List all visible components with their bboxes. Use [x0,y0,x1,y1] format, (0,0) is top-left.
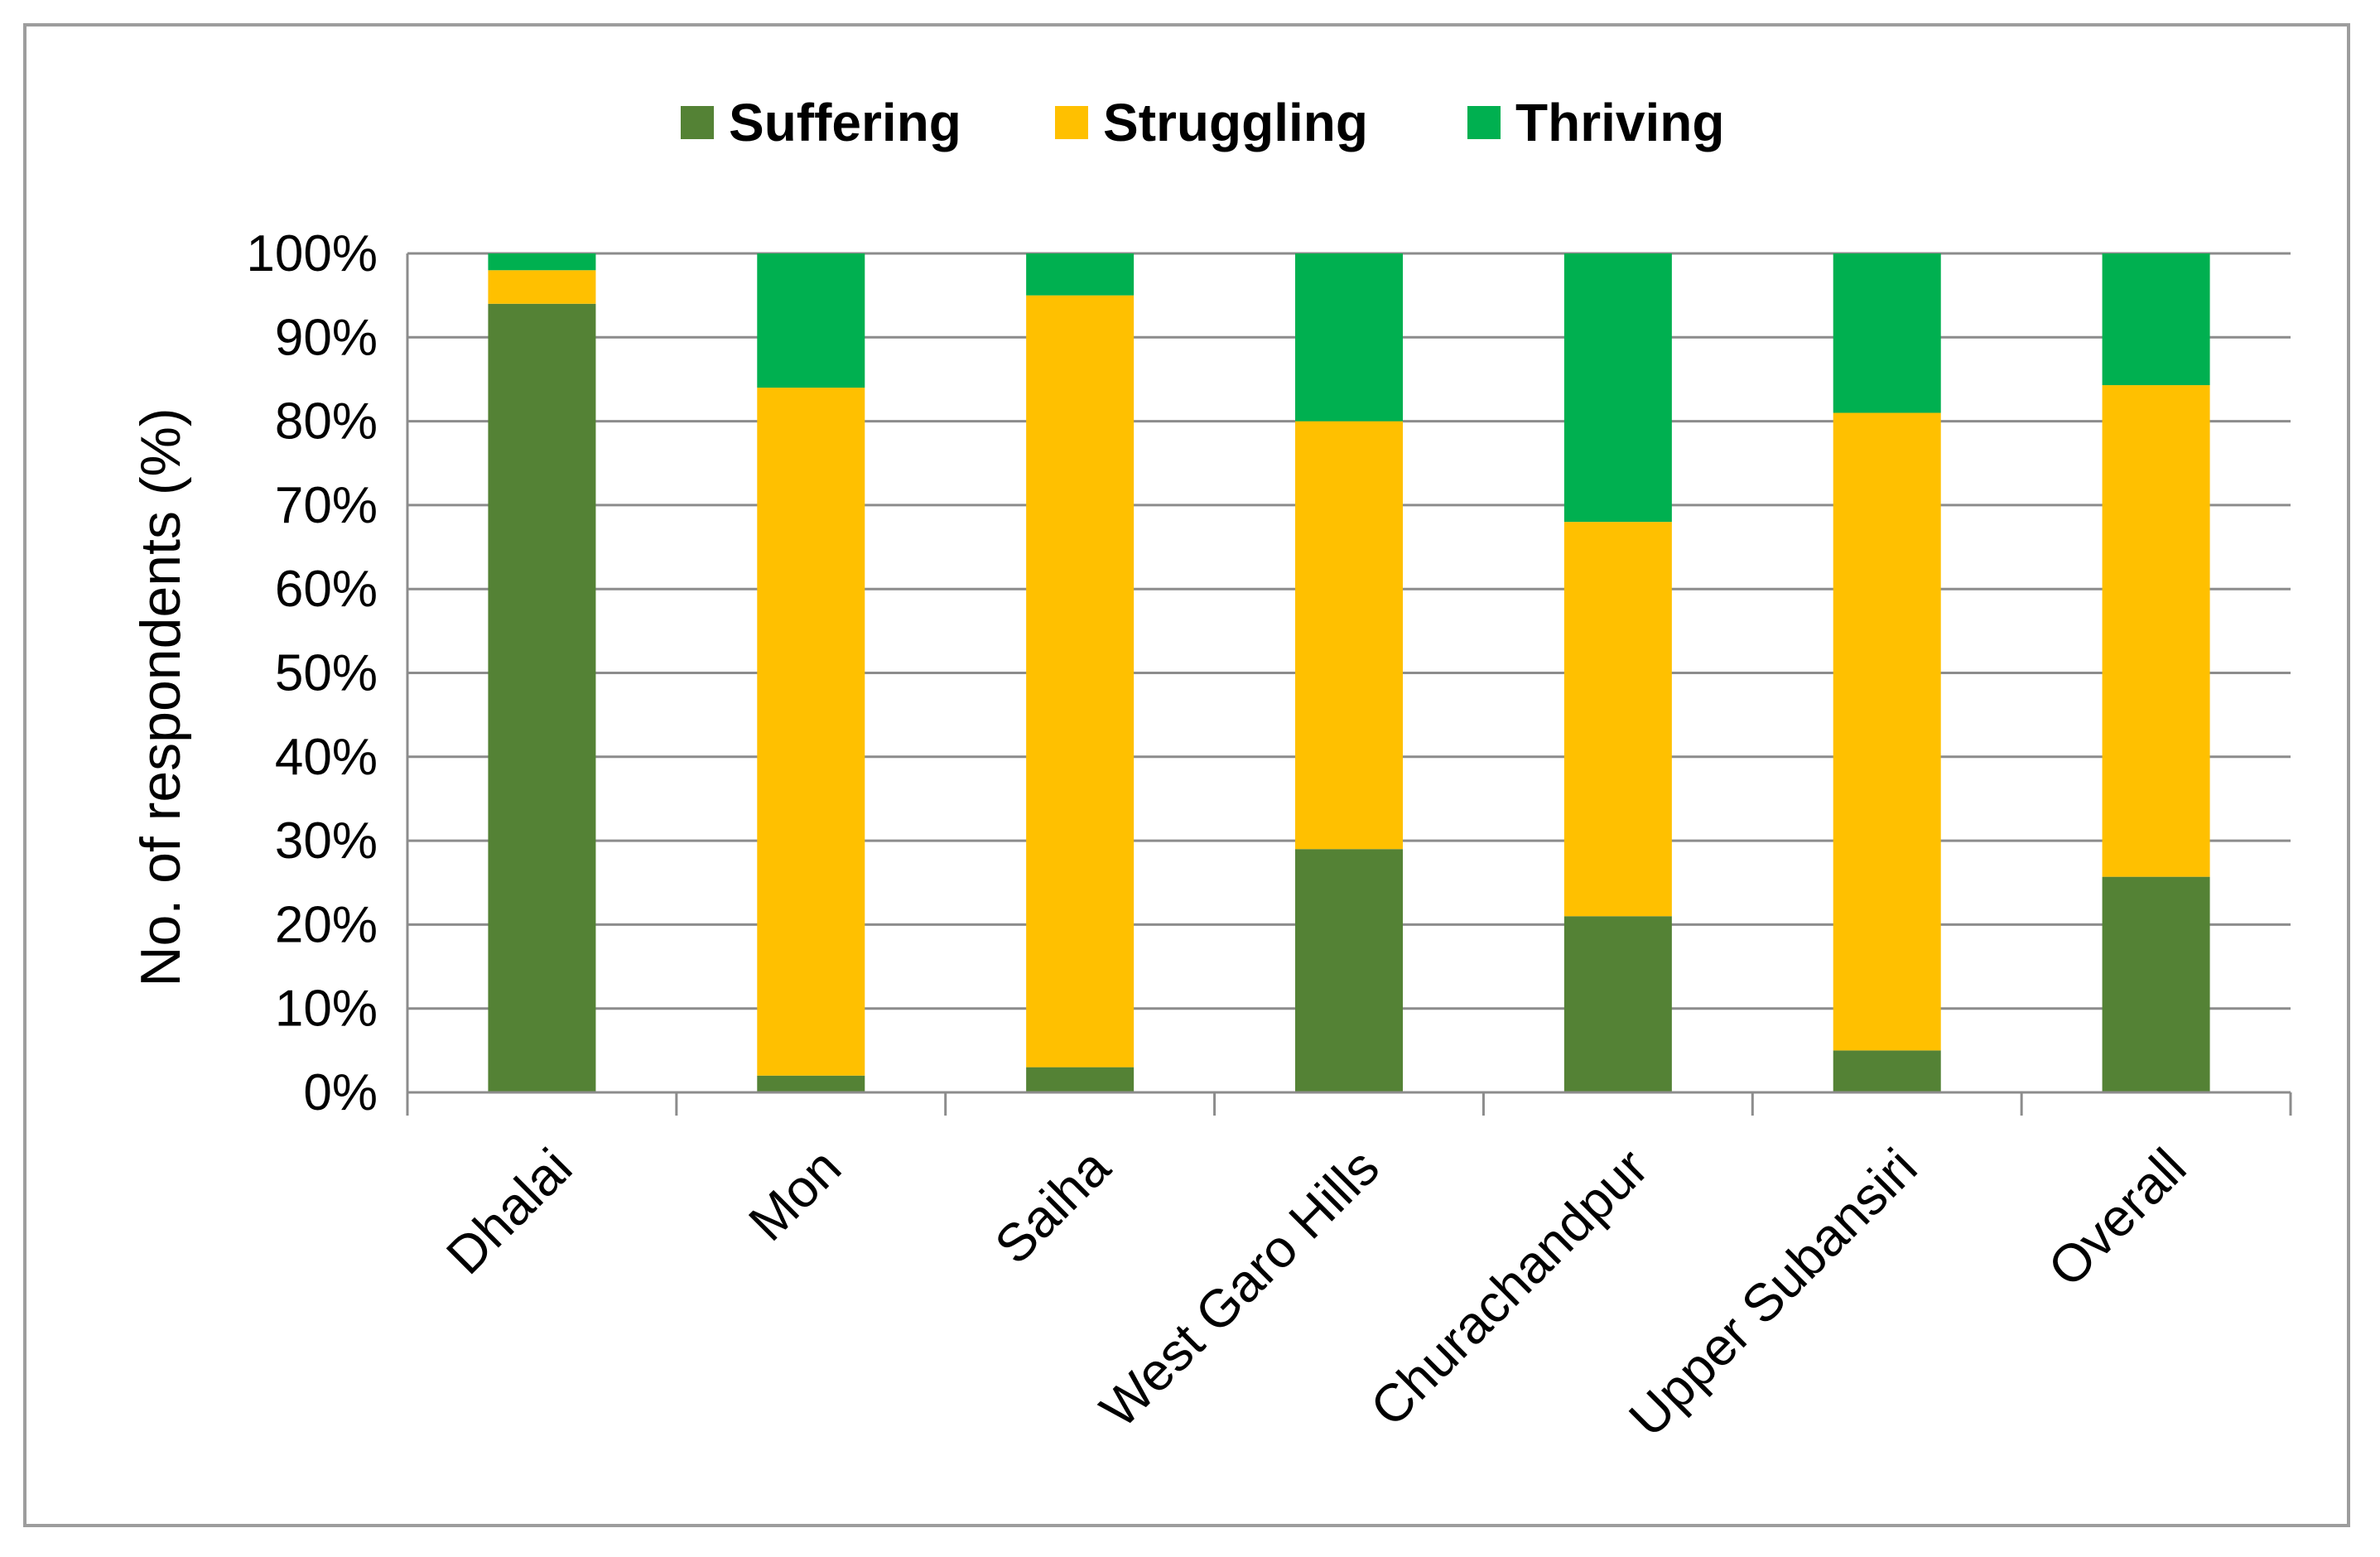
bar-segment-thriving [757,253,865,388]
legend-swatch-struggling [1055,106,1088,139]
bar-segment-thriving [2102,253,2210,386]
x-tick-label: Mon [737,1137,852,1252]
legend: Suffering Struggling Thriving [681,93,1724,152]
x-tick-label: Saiha [983,1137,1121,1275]
legend-swatch-suffering [681,106,714,139]
bar-segment-struggling [1026,295,1135,1068]
bar-segment-suffering [1295,849,1403,1092]
legend-label-struggling: Struggling [1103,93,1368,152]
bar-segment-thriving [488,253,596,271]
bar-segment-suffering [1026,1067,1135,1092]
y-tick-label: 90% [275,309,378,366]
y-tick-label: 80% [275,393,378,451]
legend-swatch-thriving [1467,106,1501,139]
y-tick-label: 60% [275,561,378,618]
y-tick-label: 10% [275,981,378,1038]
bar-segment-thriving [1563,253,1672,523]
y-tick-label: 100% [246,225,378,282]
bar-segment-struggling [757,388,865,1076]
bar-segment-thriving [1833,253,1941,413]
bar-segment-thriving [1026,253,1135,296]
bar-segment-suffering [488,303,596,1092]
y-tick-label: 40% [275,729,378,786]
bars [488,253,2210,1092]
bar-segment-suffering [2102,876,2210,1092]
y-tick-label: 0% [303,1064,378,1121]
bar-segment-thriving [1295,253,1403,422]
y-tick-label: 20% [275,896,378,953]
y-axis: 0% 10% 20% 30% 40% 50% 60% 70% 80% 90% 100% [246,225,409,1121]
chart-frame: Dhalai Mon Saiha West Garo Hills Churachandp… [23,23,2350,1527]
bar-segment-suffering [1563,916,1672,1092]
bar-segment-struggling [1295,421,1403,850]
bar-segment-struggling [488,270,596,304]
bar-segment-struggling [1833,412,1941,1051]
x-tick-label: Dhalai [435,1137,583,1285]
y-tick-label: 70% [275,477,378,534]
bar-segment-suffering [1833,1050,1941,1092]
x-tick-label: Overall [2036,1137,2197,1298]
y-axis-title: No. of respondents (%) [129,407,192,986]
x-tick-label: Churachandpur [1359,1137,1660,1438]
y-tick-label: 50% [275,645,378,702]
bar-segment-suffering [757,1075,865,1092]
x-tick-label: West Garo Hills [1088,1137,1390,1439]
bar-segment-struggling [2102,385,2210,877]
y-tick-label: 30% [275,812,378,870]
legend-label-thriving: Thriving [1515,93,1724,152]
legend-label-suffering: Suffering [729,93,961,152]
bar-segment-struggling [1563,522,1672,917]
x-tick-label: Upper Subansiri [1617,1137,1928,1448]
